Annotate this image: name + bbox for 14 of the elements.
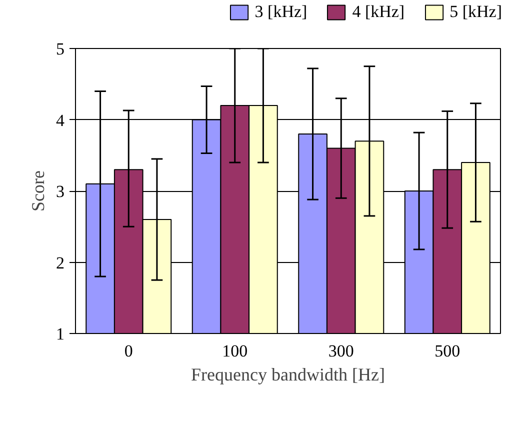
y-tick-label: 3 [56,182,64,201]
y-tick-label: 1 [56,324,64,344]
y-tick-label: 4 [56,110,65,130]
y-tick-label: 2 [56,253,64,272]
x-tick-label: 0 [124,342,133,360]
x-tick-label: 100 [222,342,248,360]
x-tick-label: 500 [434,342,460,360]
legend-label: 4 [kHz] [352,2,405,22]
x-tick-label: 300 [328,342,354,360]
legend-label: 5 [kHz] [450,2,502,22]
legend-label: 3 [kHz] [254,2,308,22]
y-axis-title: Score [28,170,48,212]
y-tick-label: 5 [56,40,64,58]
x-axis-title: Frequency bandwidth [Hz] [191,364,385,384]
